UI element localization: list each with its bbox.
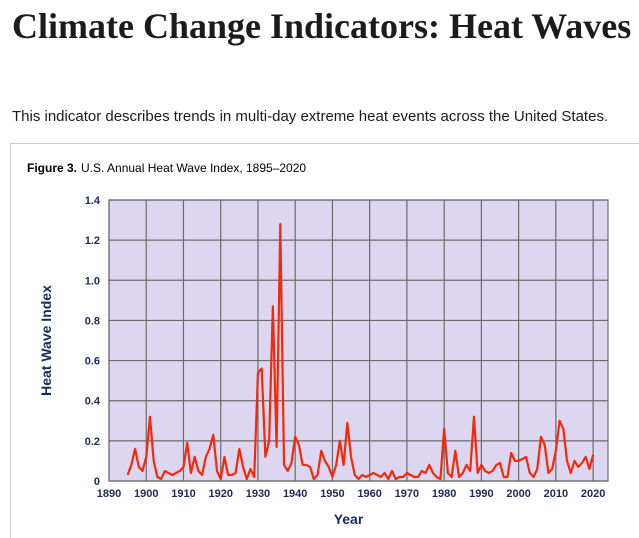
data-line [126,222,595,481]
x-tick-label: 1890 [97,488,121,500]
x-tick-label: 1930 [246,488,270,500]
x-tick-label: 1940 [283,488,307,500]
chart-title-text: U.S. Annual Heat Wave Index, 1895–2020 [81,161,306,175]
figure-label: Figure 3. [27,161,77,175]
chart-title: Figure 3. U.S. Annual Heat Wave Index, 18… [27,161,306,175]
x-tick-label: 2020 [581,488,605,500]
y-tick-label: 0 [94,476,100,488]
y-tick-label: 1.2 [85,235,100,247]
plot-border [108,199,609,482]
x-tick-label: 1910 [171,488,195,500]
x-axis-label: Year [334,511,364,527]
figure: Figure 3. U.S. Annual Heat Wave Index, 18… [10,143,639,538]
y-tick-label: 1.0 [85,275,100,287]
x-tick-label: 1990 [469,488,493,500]
page-title: Climate Change Indicators: Heat Waves [12,6,632,46]
y-tick-label: 0.6 [85,356,100,368]
x-tick-label: 1900 [134,488,158,500]
chart: Figure 3. U.S. Annual Heat Wave Index, 18… [27,161,609,527]
x-tick-label: 1980 [432,488,456,500]
y-tick-label: 0.4 [85,396,101,408]
x-tick-label: 1960 [357,488,381,500]
y-axis-label: Heat Wave Index [38,285,54,396]
description: This indicator describes trends in multi… [12,108,609,125]
x-tick-label: 1920 [208,488,232,500]
x-tick-label: 2010 [544,488,568,500]
y-tick-label: 1.4 [85,195,101,207]
y-tick-label: 0.2 [85,436,100,448]
x-tick-label: 2000 [506,488,530,500]
y-tick-label: 0.8 [85,315,100,327]
x-tick-label: 1950 [320,488,344,500]
plot-area [109,200,608,481]
x-tick-label: 1970 [395,488,419,500]
